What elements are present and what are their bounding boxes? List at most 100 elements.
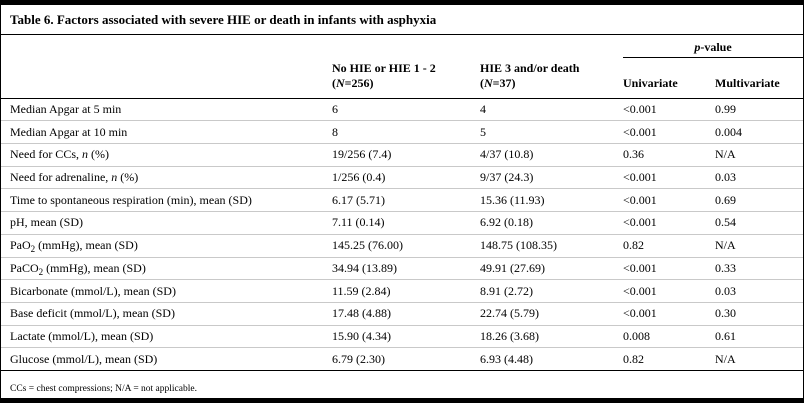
subscript-text: 2: [30, 244, 36, 255]
pvalue-univariate: 0.82: [623, 234, 715, 258]
label-text: Need for adrenaline,: [10, 170, 112, 185]
table-row: PaO2 (mmHg), mean (SD) 145.25 (76.00) 148.…: [1, 234, 803, 258]
label-text: Glucose (mmol/L), mean (SD): [10, 351, 158, 366]
table-row: Need for adrenaline, n (%) 1/256 (0.4) 9/3…: [1, 166, 803, 190]
label-text: PaO: [10, 238, 31, 253]
value-hie3-death: 5: [480, 120, 623, 145]
value-no-hie: 6.17 (5.71): [332, 188, 480, 213]
label-text: Need for CCs,: [10, 147, 82, 162]
pvalue-univariate: <0.001: [623, 166, 715, 190]
value-hie3-death: 22.74 (5.79): [480, 302, 623, 326]
col-header-no-hie-line1: No HIE or HIE 1 - 2: [332, 60, 436, 75]
column-header-row: No HIE or HIE 1 - 2 (N=256) HIE 3 and/or…: [1, 57, 803, 99]
label-text: pH, mean (SD): [10, 215, 83, 230]
label-text: n: [82, 147, 88, 162]
label-text: (mmHg), mean (SD): [43, 260, 146, 275]
pvalue-italic-p: p: [694, 40, 701, 54]
row-label: Time to spontaneous respiration (min), m…: [1, 188, 332, 213]
pvalue-multivariate: N/A: [715, 347, 803, 371]
value-hie3-death: 9/37 (24.3): [480, 166, 623, 190]
col-header-no-hie: No HIE or HIE 1 - 2 (N=256): [332, 57, 480, 99]
label-text: =37): [492, 76, 516, 91]
pvalue-group-header: p-value: [623, 35, 803, 58]
value-hie3-death: 15.36 (11.93): [480, 188, 623, 213]
col-header-hie3-line1: HIE 3 and/or death: [480, 60, 580, 75]
table-row: Time to spontaneous respiration (min), m…: [1, 188, 803, 213]
pvalue-univariate: <0.001: [623, 98, 715, 122]
value-no-hie: 11.59 (2.84): [332, 279, 480, 303]
row-label: pH, mean (SD): [1, 211, 332, 235]
pvalue-univariate: <0.001: [623, 302, 715, 326]
label-text: Median Apgar at 5 min: [10, 102, 122, 117]
row-label: Lactate (mmol/L), mean (SD): [1, 325, 332, 349]
row-label: Median Apgar at 10 min: [1, 120, 332, 145]
col-header-no-hie-line2: (N=256): [332, 76, 476, 92]
pvalue-univariate: 0.82: [623, 347, 715, 371]
subscript-text: 2: [38, 266, 44, 277]
col-header-multivariate: Multivariate: [715, 57, 803, 99]
table-row: PaCO2 (mmHg), mean (SD) 34.94 (13.89) 49.9…: [1, 257, 803, 281]
pvalue-multivariate: N/A: [715, 143, 803, 167]
row-label: PaCO2 (mmHg), mean (SD): [1, 257, 332, 281]
label-text: (mmHg), mean (SD): [35, 238, 138, 253]
label-text: n: [111, 170, 118, 185]
table-footnote: CCs = chest compressions; N/A = not appl…: [10, 384, 197, 394]
results-table: p-value No HIE or HIE 1 - 2 (N=256) HIE …: [1, 35, 803, 371]
value-no-hie: 6: [332, 98, 480, 122]
pvalue-multivariate: 0.03: [715, 279, 803, 303]
pvalue-group-row: p-value: [1, 35, 803, 58]
pvalue-univariate: 0.36: [623, 143, 715, 167]
value-no-hie: 34.94 (13.89): [332, 257, 480, 281]
table-title: Table 6. Factors associated with severe …: [1, 5, 803, 35]
row-label: Base deficit (mmol/L), mean (SD): [1, 302, 332, 326]
pvalue-univariate: <0.001: [623, 211, 715, 235]
pvalue-multivariate: 0.03: [715, 166, 803, 190]
label-text: (%): [117, 170, 139, 185]
pvalue-multivariate: 0.99: [715, 98, 803, 122]
row-label: Need for CCs, n (%): [1, 143, 332, 167]
col-header-hie3-line2: (N=37): [480, 76, 619, 92]
value-hie3-death: 4/37 (10.8): [480, 143, 623, 167]
pvalue-multivariate: 0.69: [715, 188, 803, 213]
row-label: PaO2 (mmHg), mean (SD): [1, 234, 332, 258]
table-header: p-value No HIE or HIE 1 - 2 (N=256) HIE …: [1, 35, 803, 99]
pvalue-multivariate: 0.33: [715, 257, 803, 281]
label-text: Base deficit (mmol/L), mean (SD): [10, 306, 175, 321]
label-text: =256): [344, 76, 374, 91]
label-text: Time to spontaneous respiration (min), m…: [10, 192, 252, 207]
table-body: Median Apgar at 5 min 6 4 <0.001 0.99 Median …: [1, 98, 803, 371]
table-row: Base deficit (mmol/L), mean (SD) 17.48 (4…: [1, 302, 803, 326]
value-no-hie: 15.90 (4.34): [332, 325, 480, 349]
pvalue-rest: -value: [700, 40, 732, 54]
label-text: N: [484, 76, 493, 91]
pvalue-univariate: <0.001: [623, 257, 715, 281]
table-row: Bicarbonate (mmol/L), mean (SD) 11.59 (2.…: [1, 279, 803, 303]
label-text: Lactate (mmol/L), mean (SD): [10, 328, 154, 343]
row-label: Need for adrenaline, n (%): [1, 166, 332, 190]
row-label: Bicarbonate (mmol/L), mean (SD): [1, 279, 332, 303]
pvalue-univariate: <0.001: [623, 188, 715, 213]
pvalue-multivariate: 0.61: [715, 325, 803, 349]
value-hie3-death: 4: [480, 98, 623, 122]
table-row: Need for CCs, n (%) 19/256 (7.4) 4/37 (10.…: [1, 143, 803, 167]
value-hie3-death: 49.91 (27.69): [480, 257, 623, 281]
value-hie3-death: 18.26 (3.68): [480, 325, 623, 349]
table-row: Lactate (mmol/L), mean (SD) 15.90 (4.34) 1…: [1, 325, 803, 349]
pvalue-univariate: 0.008: [623, 325, 715, 349]
col-header-univariate: Univariate: [623, 57, 715, 99]
row-label: Median Apgar at 5 min: [1, 98, 332, 122]
label-text: (%): [88, 147, 109, 162]
table-row: Median Apgar at 5 min 6 4 <0.001 0.99: [1, 98, 803, 122]
factor-column-header: [1, 57, 332, 99]
label-text: Median Apgar at 10 min: [10, 124, 128, 139]
pvalue-univariate: <0.001: [623, 279, 715, 303]
col-header-hie3-death: HIE 3 and/or death (N=37): [480, 57, 623, 99]
value-no-hie: 19/256 (7.4): [332, 143, 480, 167]
label-text: Bicarbonate (mmol/L), mean (SD): [10, 283, 176, 298]
header-spacer: [1, 35, 623, 58]
value-no-hie: 145.25 (76.00): [332, 234, 480, 258]
pvalue-multivariate: N/A: [715, 234, 803, 258]
pvalue-multivariate: 0.30: [715, 302, 803, 326]
label-text: (: [480, 76, 484, 91]
